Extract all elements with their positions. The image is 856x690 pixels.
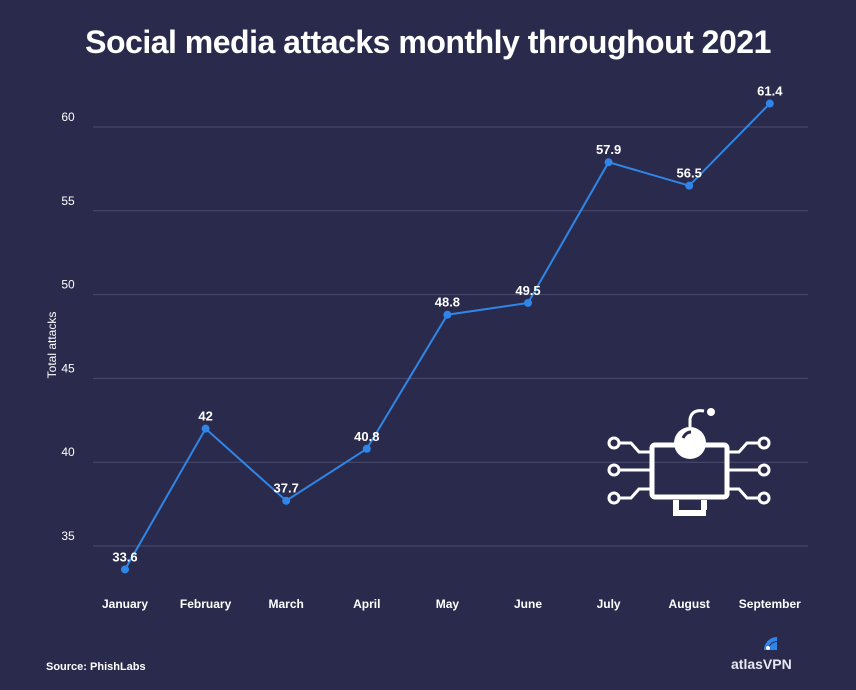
- x-tick-label: September: [739, 597, 801, 611]
- source-note: Source: PhishLabs: [46, 661, 146, 673]
- data-point: [282, 496, 291, 505]
- x-tick-label: August: [669, 597, 710, 611]
- series-line: [124, 102, 771, 570]
- y-tick-label: 40: [61, 445, 75, 459]
- data-label: 37.7: [274, 481, 299, 496]
- brand-name: atlasVPN: [731, 656, 792, 672]
- data-point: [201, 424, 210, 433]
- data-label: 40.8: [354, 429, 379, 444]
- x-tick-label: April: [353, 597, 380, 611]
- data-label: 33.6: [112, 549, 137, 564]
- data-point: [121, 565, 129, 574]
- x-tick-label: February: [180, 597, 232, 611]
- data-point: [685, 181, 694, 190]
- x-tick-label: July: [597, 597, 621, 611]
- x-tick-label: May: [436, 597, 460, 611]
- y-tick-label: 60: [61, 110, 75, 124]
- data-label: 56.5: [677, 166, 702, 181]
- data-point: [362, 444, 371, 453]
- data-label: 61.4: [757, 84, 783, 99]
- data-point: [765, 99, 774, 108]
- data-point: [443, 310, 452, 319]
- y-tick-label: 35: [61, 529, 75, 543]
- monitor-bomb-circuit-icon: [607, 408, 771, 516]
- x-tick-label: January: [102, 597, 148, 611]
- x-tick-label: June: [514, 597, 542, 611]
- y-tick-label: 50: [61, 278, 75, 292]
- chart-title: Social media attacks monthly throughout …: [85, 24, 771, 60]
- x-tick-label: March: [269, 597, 304, 611]
- data-point: [604, 158, 613, 167]
- y-tick-label: 45: [61, 361, 75, 375]
- data-label: 48.8: [435, 295, 460, 310]
- data-label: 42: [198, 409, 212, 424]
- data-point: [524, 298, 532, 307]
- atlasvpn-logo-icon: [764, 637, 777, 650]
- data-label: 49.5: [515, 283, 540, 298]
- y-tick-label: 55: [61, 194, 75, 208]
- data-label: 57.9: [596, 142, 621, 157]
